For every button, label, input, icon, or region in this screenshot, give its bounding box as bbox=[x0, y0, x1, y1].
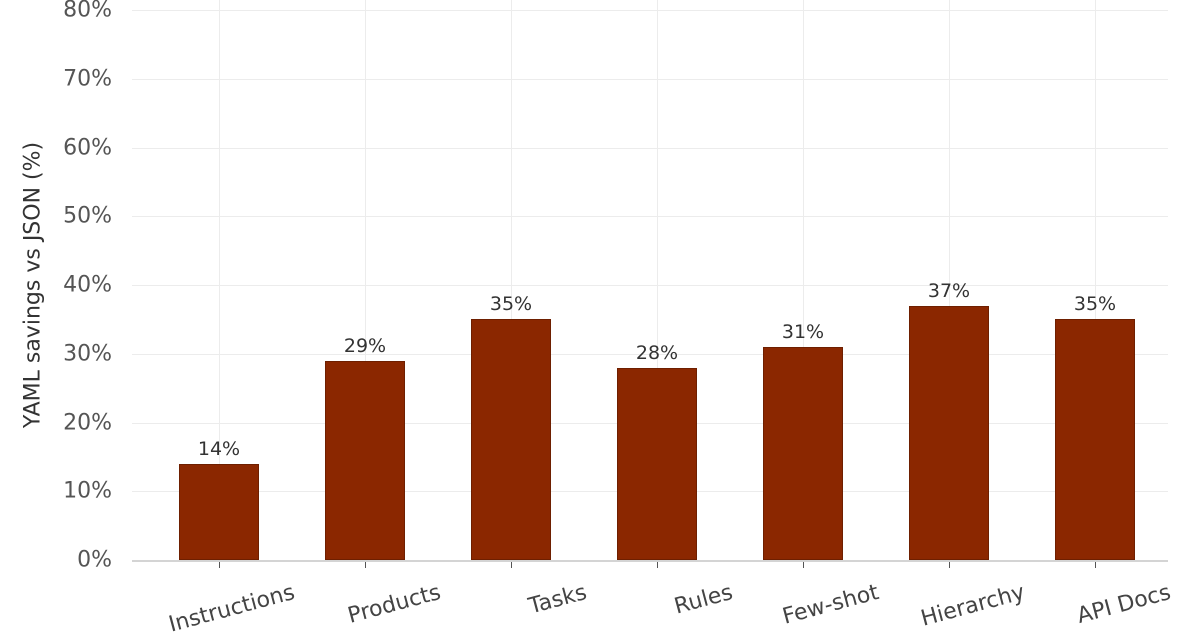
x-tick-label: Products bbox=[345, 580, 444, 629]
x-tick-mark bbox=[219, 562, 220, 568]
x-tick-label: Tasks bbox=[526, 580, 590, 620]
y-tick-label: 60% bbox=[63, 135, 112, 160]
gridline bbox=[132, 78, 1168, 80]
x-tick-mark bbox=[511, 562, 512, 568]
gridline bbox=[132, 285, 1168, 286]
bar-value-label: 31% bbox=[781, 320, 825, 343]
x-axis-line bbox=[132, 560, 1168, 562]
gridline bbox=[511, 0, 512, 560]
bar-value-label: 35% bbox=[1073, 293, 1117, 316]
x-tick-mark bbox=[365, 562, 366, 568]
x-tick-label: Hierarchy bbox=[918, 580, 1028, 632]
y-tick-label: 40% bbox=[63, 272, 112, 298]
gridline bbox=[365, 0, 366, 560]
gridline bbox=[132, 10, 1168, 11]
bar bbox=[1055, 319, 1135, 560]
gridline bbox=[949, 0, 950, 560]
x-tick-mark bbox=[1095, 562, 1096, 568]
gridline bbox=[1095, 0, 1096, 560]
x-tick-label: Few-shot bbox=[779, 580, 882, 630]
gridline bbox=[803, 0, 804, 560]
bar bbox=[909, 305, 989, 560]
gridline bbox=[219, 0, 220, 560]
gridline bbox=[657, 0, 658, 560]
x-tick-label: Instructions bbox=[166, 580, 298, 638]
bar bbox=[325, 360, 405, 560]
bar bbox=[179, 463, 259, 560]
y-axis-label: YAML savings vs JSON (%) bbox=[20, 141, 46, 429]
bar bbox=[471, 319, 551, 560]
y-tick-label: 50% bbox=[63, 203, 112, 229]
x-tick-label: Rules bbox=[671, 580, 736, 620]
gridline bbox=[132, 147, 1168, 149]
bar bbox=[763, 346, 843, 560]
bar-value-label: 29% bbox=[343, 334, 387, 357]
y-tick-label: 0% bbox=[77, 547, 112, 573]
bar-value-label: 14% bbox=[197, 437, 241, 460]
x-tick-mark bbox=[949, 562, 950, 568]
bar bbox=[617, 367, 697, 560]
gridline bbox=[132, 353, 1168, 355]
x-tick-mark bbox=[803, 562, 804, 568]
y-tick-label: 30% bbox=[63, 341, 112, 367]
bar-value-label: 28% bbox=[635, 341, 679, 364]
x-tick-label: API Docs bbox=[1074, 580, 1174, 629]
bar-value-label: 37% bbox=[927, 279, 971, 302]
y-tick-label: 20% bbox=[63, 410, 112, 435]
y-tick-label: 10% bbox=[63, 478, 112, 504]
bar-value-label: 35% bbox=[489, 293, 533, 316]
x-tick-mark bbox=[657, 562, 658, 568]
y-tick-label: 70% bbox=[63, 66, 112, 92]
y-tick-label: 80% bbox=[63, 0, 112, 23]
gridline bbox=[132, 216, 1168, 218]
